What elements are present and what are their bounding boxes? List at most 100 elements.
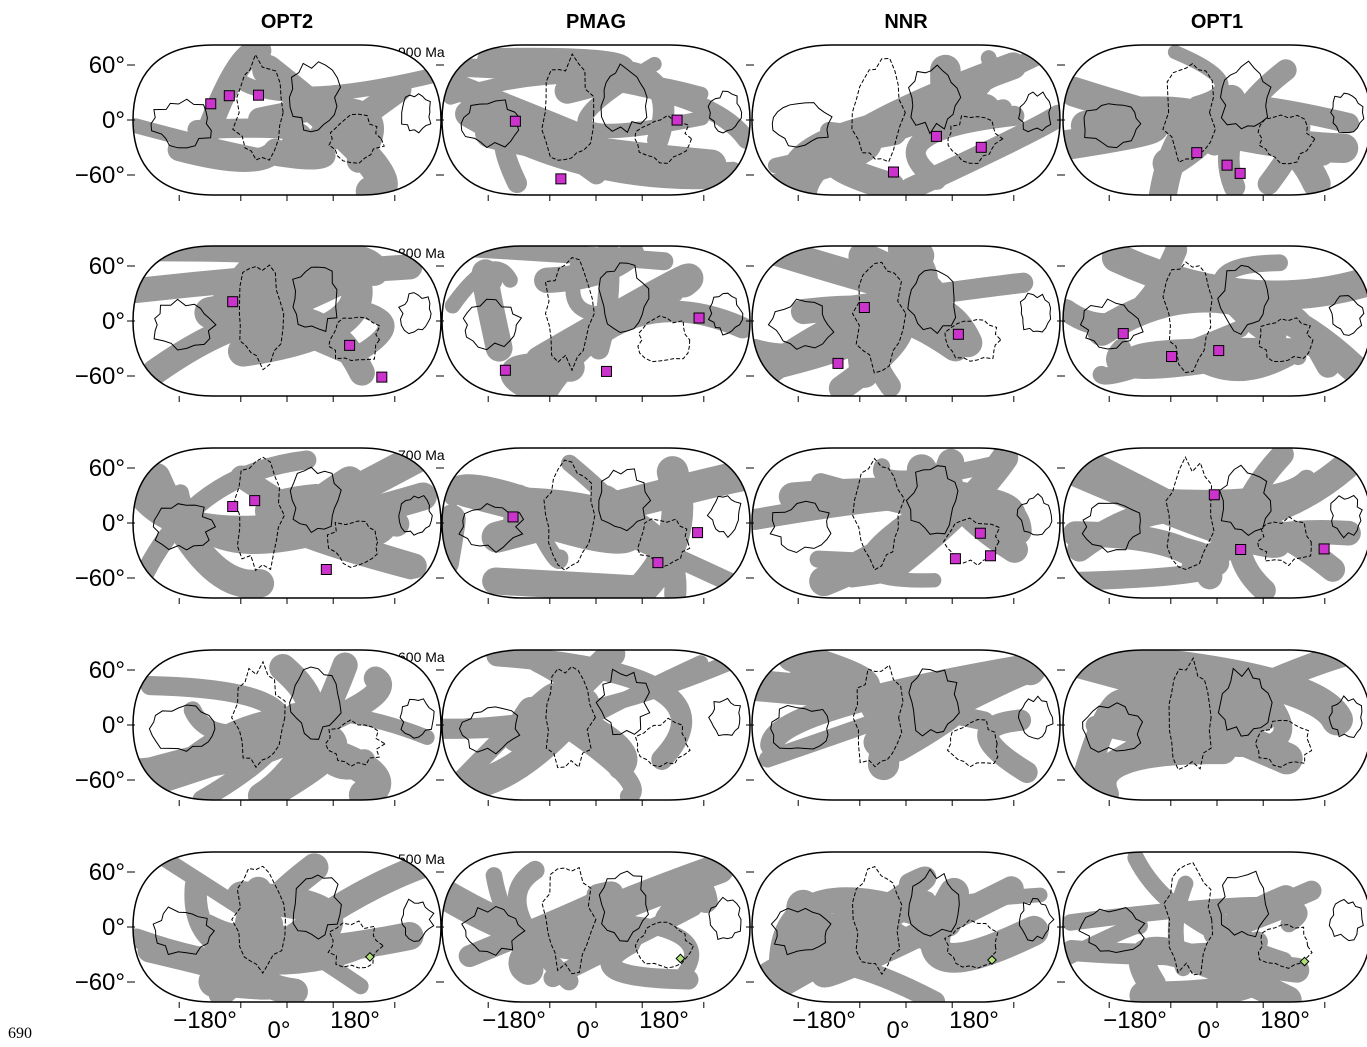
continent-outline	[400, 898, 435, 942]
continent-outline	[707, 90, 743, 134]
gray-region	[141, 462, 275, 598]
continent-outline	[908, 668, 960, 737]
map-panel	[752, 448, 1060, 598]
continent-outline	[634, 717, 691, 768]
continent-outline	[1330, 494, 1363, 539]
gray-region	[255, 483, 422, 580]
gray-region	[655, 875, 718, 931]
column-title: OPT2	[261, 11, 313, 33]
map-border	[441, 245, 751, 397]
gray-region	[444, 261, 518, 314]
y-axis-label: 0°	[102, 308, 125, 335]
gray-region	[140, 246, 389, 286]
map-panel	[752, 45, 1060, 195]
marker	[1221, 159, 1233, 171]
gray-region	[482, 567, 646, 598]
marker	[987, 955, 997, 965]
gray-region	[1262, 302, 1340, 378]
y-axis-label: 60°	[89, 455, 125, 482]
map-panel	[442, 448, 750, 598]
y-axis-label: 0°	[102, 712, 125, 739]
gray-region	[977, 709, 1038, 784]
marker	[1318, 543, 1330, 555]
gray-region	[767, 866, 937, 987]
map-border	[751, 245, 1061, 397]
map-border	[751, 851, 1061, 1003]
marker	[1117, 328, 1129, 340]
marker	[509, 115, 521, 127]
gray-region	[534, 246, 645, 293]
x-axis-label: 180°	[639, 1007, 689, 1034]
marker	[507, 511, 519, 523]
continent-outline	[148, 704, 216, 752]
gray-region	[1169, 674, 1234, 750]
map-border	[441, 851, 751, 1003]
gray-region	[443, 69, 709, 105]
gray-region	[1167, 875, 1194, 977]
continent-outline	[150, 98, 212, 149]
marker	[1213, 345, 1225, 357]
x-axis-label: −180°	[792, 1007, 856, 1034]
map-panel	[442, 852, 750, 1002]
gray-region	[1090, 650, 1353, 736]
y-axis-label: 60°	[89, 657, 125, 684]
continent-outline	[328, 316, 381, 362]
continent-outline	[545, 665, 596, 769]
y-axis-label: −60°	[75, 969, 125, 996]
gray-region	[525, 263, 704, 376]
marker	[1208, 489, 1220, 501]
continent-outline	[598, 468, 652, 532]
continent-outline	[324, 719, 386, 767]
gray-region	[503, 454, 643, 554]
continent-outline	[1219, 60, 1272, 130]
gray-region	[224, 65, 441, 103]
map-border	[751, 447, 1061, 599]
marker	[227, 501, 239, 513]
marker	[499, 364, 511, 376]
marker	[887, 166, 899, 178]
map-border	[1062, 245, 1367, 397]
x-axis-label: −180°	[1103, 1007, 1167, 1034]
x-axis-label: 180°	[330, 1007, 380, 1034]
continent-outline	[541, 866, 597, 975]
gray-region	[873, 452, 1017, 487]
continent-outline	[637, 315, 691, 363]
marker	[949, 553, 961, 565]
x-axis-label: 0°	[1198, 1017, 1221, 1044]
map-panel	[1063, 852, 1367, 1002]
x-axis-label: −180°	[173, 1007, 237, 1034]
continent-outline	[328, 113, 385, 164]
gray-region	[789, 52, 1027, 195]
marker	[1235, 544, 1247, 556]
marker	[671, 114, 683, 126]
gray-region	[1203, 106, 1311, 195]
y-axis-label: 0°	[102, 107, 125, 134]
continent-outline	[595, 668, 651, 736]
continent-outline	[458, 706, 521, 755]
continent-outline	[399, 698, 435, 739]
gray-region	[246, 301, 362, 366]
continent-outline	[292, 874, 342, 940]
y-axis-label: 0°	[102, 914, 125, 941]
map-border	[441, 649, 751, 801]
map-panel	[133, 852, 441, 1002]
marker	[223, 90, 235, 102]
gray-region	[241, 853, 424, 965]
y-axis-label: −60°	[75, 565, 125, 592]
map-border	[751, 44, 1061, 196]
continent-outline	[1017, 695, 1054, 740]
continent-outline	[541, 53, 595, 161]
continent-outline	[152, 906, 216, 956]
y-axis-label: 60°	[89, 253, 125, 280]
gray-region	[1066, 531, 1230, 591]
continent-outline	[706, 495, 742, 539]
marker	[205, 98, 217, 110]
x-axis-label: 0°	[887, 1017, 910, 1044]
continent-outline	[401, 93, 432, 134]
gray-region	[442, 683, 564, 800]
marker	[376, 371, 388, 383]
continent-outline	[944, 919, 999, 969]
continent-outline	[1328, 898, 1364, 942]
continent-outline	[771, 102, 833, 148]
